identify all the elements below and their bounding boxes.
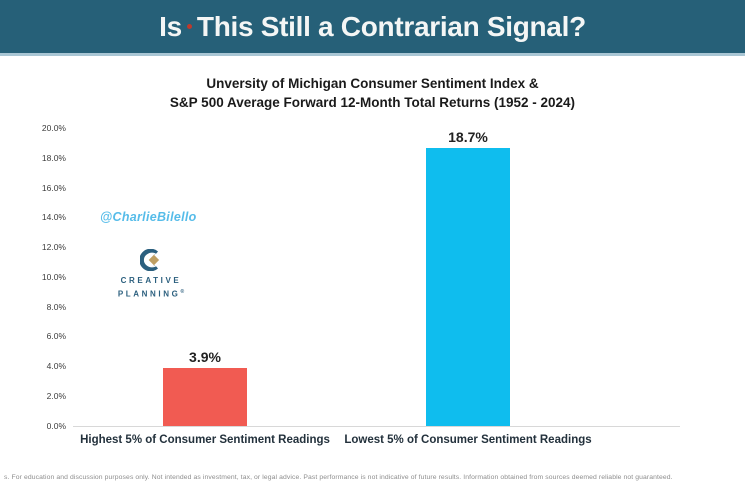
y-tick-label: 6.0% <box>46 331 66 342</box>
chart-title-line1: Unversity of Michigan Consumer Sentiment… <box>206 76 539 91</box>
registered-mark: ® <box>180 288 185 295</box>
watermark-handle: @CharlieBilello <box>100 210 197 224</box>
disclaimer-text: s. For education and discussion purposes… <box>4 474 673 481</box>
page-title-post: This Still a Contrarian Signal? <box>196 10 586 42</box>
logo-word-planning: PLANNING® <box>117 288 185 299</box>
header-banner: Is This Still a Contrarian Signal? <box>0 0 745 53</box>
bar-highest-5pct <box>163 367 247 426</box>
y-tick-label: 14.0% <box>41 212 66 223</box>
x-axis-line <box>73 426 680 427</box>
y-tick-label: 16.0% <box>41 182 66 193</box>
bar-lowest-5pct <box>426 147 510 426</box>
y-tick-label: 4.0% <box>46 361 66 371</box>
header-separator <box>0 53 745 56</box>
page-title-pre: Is <box>159 10 182 42</box>
y-tick-label: 8.0% <box>46 301 66 312</box>
x-axis-category-label: Highest 5% of Consumer Sentiment Reading… <box>80 434 330 446</box>
x-axis-category-label: Lowest 5% of Consumer Sentiment Readings <box>344 434 592 446</box>
creative-planning-logo: CREATIVE PLANNING® <box>96 248 206 300</box>
y-tick-label: 18.0% <box>41 152 66 163</box>
y-tick-label: 0.0% <box>46 420 66 431</box>
bar-value-label: 3.9% <box>189 348 221 365</box>
red-dot-icon <box>186 23 192 29</box>
y-tick-label: 20.0% <box>41 123 66 133</box>
y-tick-label: 12.0% <box>41 242 66 252</box>
page-title: Is This Still a Contrarian Signal? <box>159 11 586 43</box>
y-tick-label: 2.0% <box>46 390 66 401</box>
creative-planning-c-icon <box>139 248 162 272</box>
y-tick-label: 10.0% <box>41 271 66 282</box>
logo-word-creative: CREATIVE <box>120 276 182 285</box>
bar-value-label: 18.7% <box>448 128 488 145</box>
chart-title: Unversity of Michigan Consumer Sentiment… <box>0 74 745 112</box>
chart-title-line2: S&P 500 Average Forward 12-Month Total R… <box>169 95 576 110</box>
